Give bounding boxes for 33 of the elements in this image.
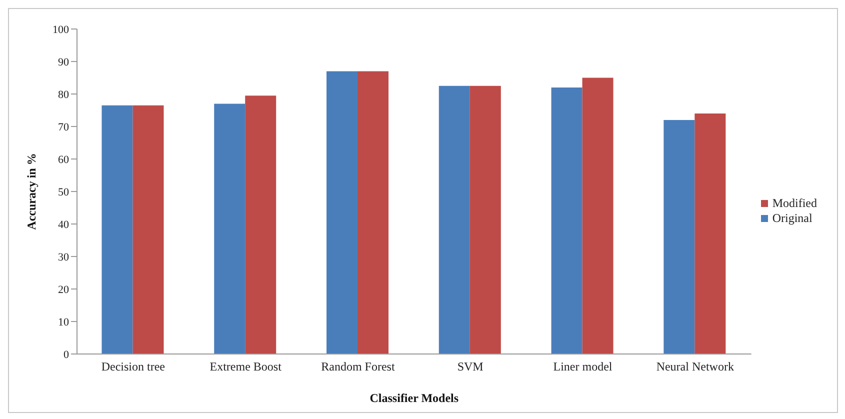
bar — [326, 71, 358, 354]
x-tick-label: Extreme Boost — [210, 360, 282, 374]
y-tick-label: 90 — [58, 56, 70, 68]
y-tick-label: 70 — [58, 121, 70, 134]
bar — [551, 88, 582, 354]
bar — [245, 96, 276, 354]
bar — [664, 120, 695, 354]
bar — [470, 86, 501, 354]
x-tick-label: Liner model — [553, 360, 613, 374]
x-tick-label: Neural Network — [656, 360, 734, 374]
y-tick-label: 60 — [58, 154, 70, 166]
y-tick-label: 50 — [58, 186, 70, 198]
bar — [214, 104, 246, 354]
bar — [438, 86, 470, 354]
x-axis-title: Classifier Models — [370, 391, 459, 405]
bar — [132, 105, 164, 354]
legend-label: Original — [772, 210, 812, 224]
x-tick-label: SVM — [457, 360, 484, 374]
x-tick-label: Random Forest — [321, 360, 396, 374]
y-tick-label: 20 — [58, 284, 70, 296]
y-tick-label: 0 — [64, 348, 70, 361]
bar — [694, 114, 726, 354]
y-tick-label: 30 — [58, 251, 70, 264]
y-tick-label: 100 — [52, 24, 70, 36]
y-tick-label: 40 — [58, 218, 70, 231]
bar — [582, 78, 614, 354]
x-tick-label: Decision tree — [101, 360, 166, 374]
y-tick-label: 10 — [58, 316, 70, 328]
legend-label: Modified — [772, 196, 817, 210]
y-axis-title: Accuracy in % — [24, 153, 38, 230]
bar — [102, 105, 133, 354]
bar — [358, 71, 388, 354]
y-tick-label: 80 — [58, 88, 70, 101]
